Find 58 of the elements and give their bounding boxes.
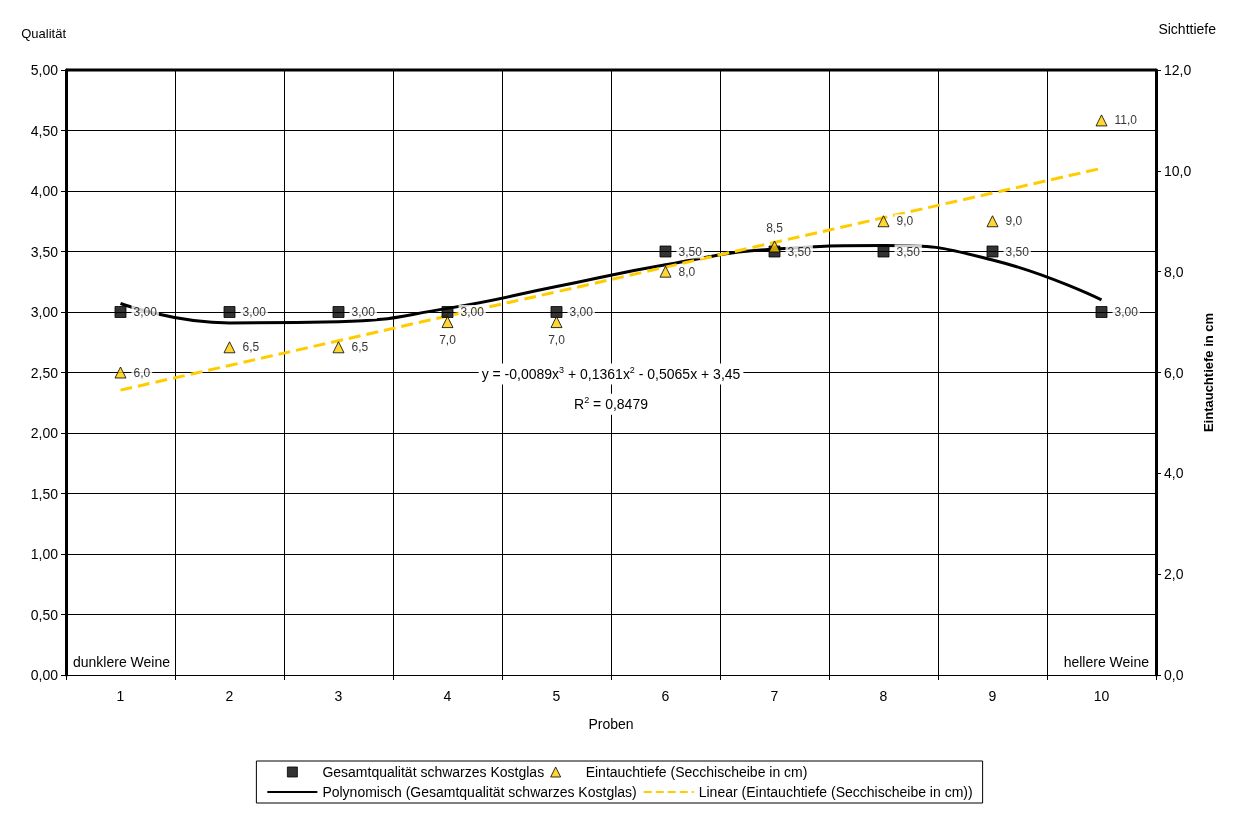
y2-tick-label: 4,0 xyxy=(1164,465,1184,482)
annotation: hellere Weine xyxy=(1063,654,1150,670)
x-tick-label: 2 xyxy=(225,688,234,704)
y-tick-label: 5,00 xyxy=(30,62,59,78)
data-label: 3,50 xyxy=(787,244,812,259)
y-tick-label: 4,50 xyxy=(30,122,59,139)
data-label: 11,0 xyxy=(1114,113,1138,128)
data-label: 8,5 xyxy=(766,221,784,236)
data-label: 3,50 xyxy=(678,244,703,259)
data-label: 9,0 xyxy=(896,214,914,229)
data-label: 3,50 xyxy=(1005,244,1030,259)
y2-tick-label: 12,0 xyxy=(1164,62,1192,78)
data-label: 7,0 xyxy=(548,333,566,348)
data-label: 3,00 xyxy=(133,305,158,319)
data-label: 3,50 xyxy=(896,244,921,259)
data-label: 3,00 xyxy=(569,305,594,319)
y-tick-label: 0,00 xyxy=(30,667,59,683)
data-label: 7,0 xyxy=(439,333,457,348)
data-label: 3,00 xyxy=(460,305,485,319)
annotation: dunklere Weine xyxy=(73,654,171,670)
x-tick-label: 7 xyxy=(770,688,779,704)
y2-tick-label: 0,0 xyxy=(1164,667,1184,683)
data-label: 6,5 xyxy=(242,340,260,355)
x-tick-label: 9 xyxy=(988,688,997,704)
y-tick-label: 4,00 xyxy=(30,183,59,199)
y2-tick-label: 6,0 xyxy=(1164,364,1184,381)
y-tick-label: 3,50 xyxy=(30,243,59,260)
data-label: 3,00 xyxy=(1114,305,1139,319)
x-tick-label: 1 xyxy=(116,688,125,704)
y-axis-title: Qualität xyxy=(21,26,67,41)
x-tick-label: 8 xyxy=(879,688,888,704)
y-tick-label: 0,50 xyxy=(30,606,59,623)
x-tick-label: 10 xyxy=(1093,688,1110,704)
y2-tick-label: 10,0 xyxy=(1164,162,1192,179)
y-tick-label: 1,00 xyxy=(30,546,59,562)
y-tick-label: 2,50 xyxy=(30,364,59,381)
y2-tick-label: 8,0 xyxy=(1164,263,1184,280)
y-tick-label: 3,00 xyxy=(30,304,59,320)
x-tick-label: 4 xyxy=(443,688,452,704)
legend-label: Polynomisch (Gesamtqualität schwarzes Kostglas) xyxy=(322,784,637,800)
x-tick-label: 3 xyxy=(334,688,343,704)
legend-label: Linear (Eintauchtiefe (Secchischeibe in cm)) xyxy=(698,784,973,800)
data-label: 6,0 xyxy=(133,365,151,380)
legend-label: Gesamtqualität schwarzes Kostglas xyxy=(322,764,545,780)
x-tick-label: 5 xyxy=(552,688,561,704)
y2-tick-label: 2,0 xyxy=(1164,566,1184,583)
text: Sichttiefe xyxy=(1158,21,1217,37)
y-tick-label: 2,00 xyxy=(30,425,59,441)
data-label: 8,0 xyxy=(678,264,696,279)
data-label: 3,00 xyxy=(242,305,267,319)
x-axis-title: Proben xyxy=(588,716,634,732)
y2-axis-title: Eintauchtiefe in cm xyxy=(1201,312,1217,433)
legend-label: Eintauchtiefe (Secchischeibe in cm) xyxy=(585,764,808,780)
data-label: 6,5 xyxy=(351,340,369,355)
data-label: 3,00 xyxy=(351,305,376,319)
y-tick-label: 1,50 xyxy=(30,485,59,502)
data-label: 9,0 xyxy=(1005,214,1023,229)
x-tick-label: 6 xyxy=(661,688,670,704)
